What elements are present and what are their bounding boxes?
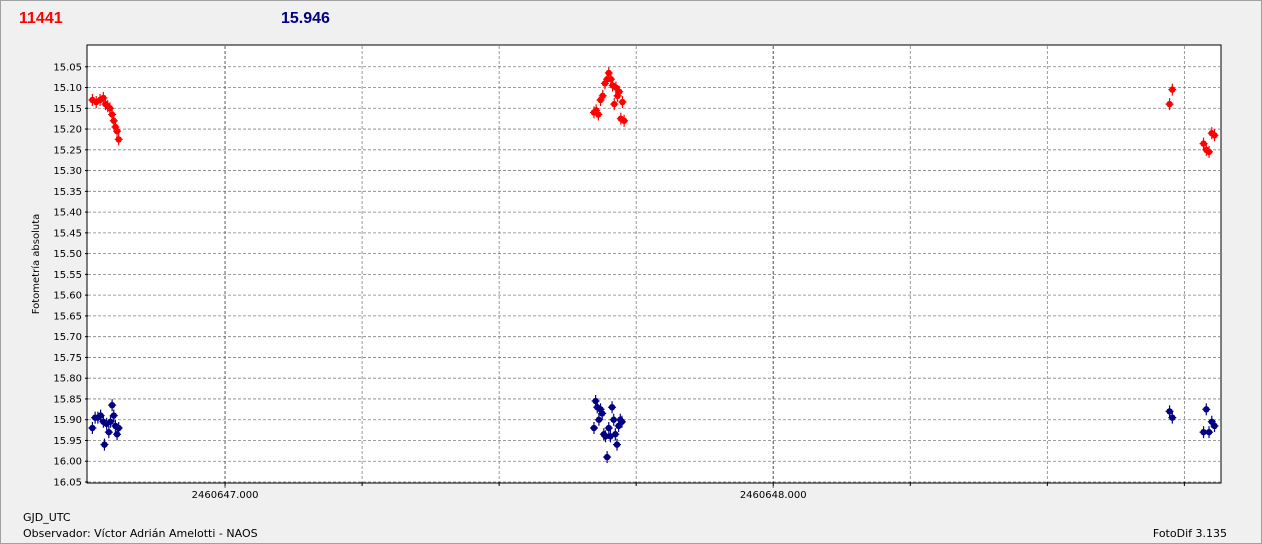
y-tick-label-4: 15.25 bbox=[53, 145, 82, 156]
point-s1-32 bbox=[1165, 405, 1174, 418]
header-left-value: 11441 bbox=[19, 10, 63, 27]
point-s1-26 bbox=[609, 413, 618, 426]
y-tick-label-13: 15.70 bbox=[53, 332, 82, 343]
point-s1-8 bbox=[106, 415, 115, 428]
y-tick-label-14: 15.75 bbox=[53, 353, 82, 364]
point-s0-6 bbox=[105, 102, 114, 115]
point-s1-25 bbox=[608, 401, 617, 414]
point-s1-36 bbox=[1205, 426, 1214, 439]
y-tick-label-5: 15.30 bbox=[53, 166, 82, 177]
point-s1-13 bbox=[114, 422, 123, 435]
point-s1-9 bbox=[108, 399, 117, 412]
point-s0-21 bbox=[608, 79, 617, 92]
grid-lines bbox=[88, 46, 1220, 488]
x-tick-label-0: 2460647.000 bbox=[192, 490, 259, 501]
point-s1-14 bbox=[589, 422, 598, 435]
software-version: FotoDif 3.135 bbox=[1152, 527, 1227, 540]
point-s1-0 bbox=[88, 422, 97, 435]
y-tick-label-12: 15.65 bbox=[53, 311, 82, 322]
x-tick-label-1: 2460648.000 bbox=[740, 490, 807, 501]
point-s1-31 bbox=[617, 415, 626, 428]
point-s0-35 bbox=[1210, 129, 1219, 142]
y-tick-label-15: 15.80 bbox=[53, 374, 82, 385]
point-s1-3 bbox=[96, 409, 105, 422]
y-tick-label-9: 15.50 bbox=[53, 249, 82, 260]
point-s0-27 bbox=[618, 96, 627, 109]
point-s0-10 bbox=[113, 125, 122, 138]
point-s1-7 bbox=[104, 426, 113, 439]
point-s0-22 bbox=[610, 98, 619, 111]
point-s1-5 bbox=[100, 438, 109, 451]
point-s1-38 bbox=[1210, 419, 1219, 432]
y-tick-label-8: 15.45 bbox=[53, 228, 82, 239]
y-tick-label-1: 15.10 bbox=[53, 83, 82, 94]
y-tick-label-19: 16.00 bbox=[53, 457, 82, 468]
y-tick-label-11: 15.60 bbox=[53, 291, 82, 302]
y-tick-label-3: 15.20 bbox=[53, 125, 82, 136]
y-axis-ticks: 15.05 15.10 15.15 15.20 15.25 15.30 15.35 15.40… bbox=[53, 62, 88, 489]
point-s1-33 bbox=[1168, 411, 1177, 424]
point-s1-23 bbox=[604, 422, 613, 435]
point-s0-33 bbox=[1205, 145, 1214, 158]
point-s1-27 bbox=[611, 428, 620, 441]
header-right-value: 15.946 bbox=[281, 10, 330, 27]
y-tick-label-7: 15.40 bbox=[53, 208, 82, 219]
data-points bbox=[88, 66, 1219, 464]
point-s0-16 bbox=[598, 89, 607, 102]
point-s0-30 bbox=[1168, 83, 1177, 96]
point-s0-34 bbox=[1207, 127, 1216, 140]
point-s0-28 bbox=[620, 114, 629, 127]
point-s1-10 bbox=[109, 409, 118, 422]
x-axis-ticks: 2460647.000 2460648.000 bbox=[192, 482, 1185, 501]
y-tick-label-20: 16.05 bbox=[53, 478, 82, 489]
y-tick-label-16: 15.85 bbox=[53, 394, 82, 405]
plot-area bbox=[86, 44, 1222, 484]
y-axis-label: Fotometría absoluta bbox=[30, 214, 42, 315]
observer-credit: Observador: Víctor Adrián Amelotti - NAO… bbox=[23, 527, 258, 540]
x-axis-label: GJD_UTC bbox=[23, 511, 71, 524]
point-s1-21 bbox=[601, 430, 610, 443]
y-tick-label-10: 15.55 bbox=[53, 270, 82, 281]
point-s0-25 bbox=[615, 85, 624, 98]
point-s1-19 bbox=[598, 407, 607, 420]
y-tick-label-6: 15.35 bbox=[53, 187, 82, 198]
point-s0-29 bbox=[1165, 98, 1174, 111]
point-s1-22 bbox=[603, 451, 612, 464]
point-s1-28 bbox=[612, 438, 621, 451]
y-tick-label-0: 15.05 bbox=[53, 62, 82, 73]
y-tick-label-18: 15.95 bbox=[53, 436, 82, 447]
y-tick-label-17: 15.90 bbox=[53, 415, 82, 426]
point-s0-31 bbox=[1199, 137, 1208, 150]
y-tick-label-2: 15.15 bbox=[53, 104, 82, 115]
point-s1-17 bbox=[594, 413, 603, 426]
point-s0-14 bbox=[594, 108, 603, 121]
point-s0-11 bbox=[114, 133, 123, 146]
point-s1-35 bbox=[1202, 403, 1211, 416]
